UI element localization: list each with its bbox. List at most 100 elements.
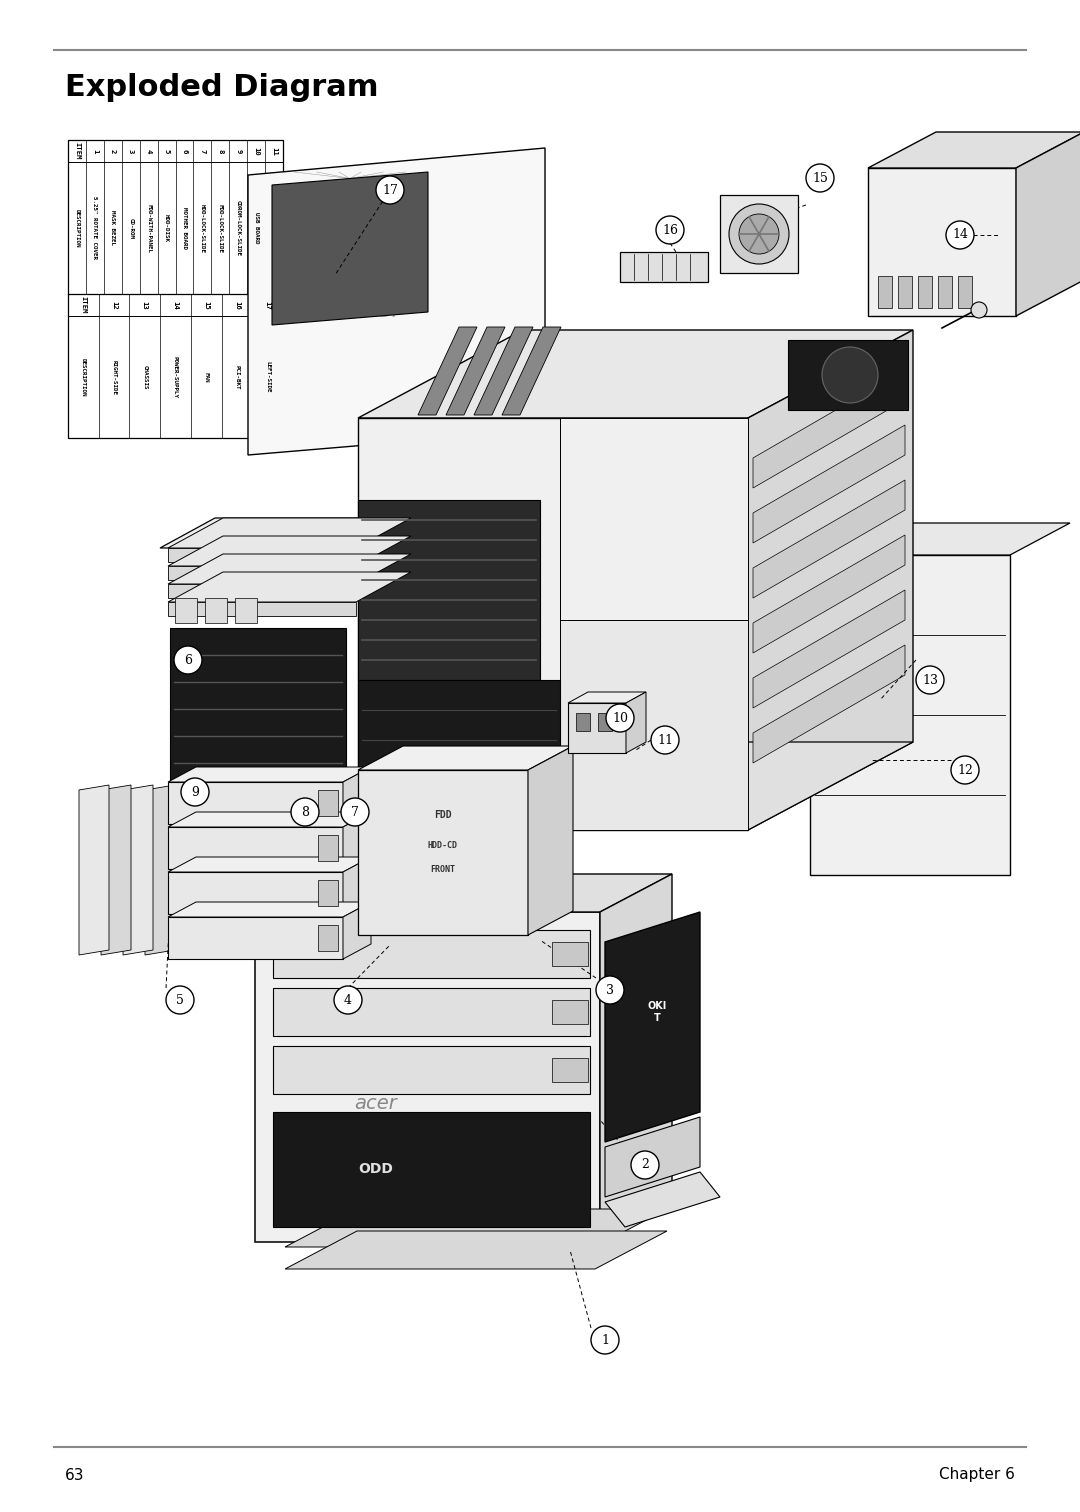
Polygon shape (357, 745, 573, 770)
Circle shape (916, 665, 944, 694)
Polygon shape (561, 417, 748, 620)
Polygon shape (357, 770, 528, 934)
Text: 1: 1 (600, 1334, 609, 1347)
Text: CD-ROM: CD-ROM (129, 218, 133, 239)
Text: 16: 16 (662, 224, 678, 236)
Text: MASK BEZEL: MASK BEZEL (110, 210, 116, 245)
Polygon shape (918, 277, 932, 308)
Text: 2: 2 (642, 1158, 649, 1172)
Text: HDD-LOCK-SLIDE: HDD-LOCK-SLIDE (200, 204, 205, 253)
Polygon shape (273, 1046, 590, 1095)
Polygon shape (255, 912, 600, 1241)
Text: RIGHT-SIDE: RIGHT-SIDE (111, 360, 117, 395)
Text: 5: 5 (176, 993, 184, 1007)
Polygon shape (255, 874, 672, 912)
Text: 15: 15 (203, 301, 210, 310)
Polygon shape (561, 620, 748, 830)
Text: 9: 9 (191, 786, 199, 798)
Text: 9: 9 (235, 148, 241, 153)
Polygon shape (753, 590, 905, 708)
Polygon shape (168, 767, 372, 782)
Polygon shape (357, 742, 913, 830)
Polygon shape (343, 812, 372, 869)
Polygon shape (1016, 132, 1080, 316)
Text: 5: 5 (163, 148, 170, 153)
Polygon shape (318, 789, 338, 816)
Polygon shape (145, 785, 175, 956)
Polygon shape (357, 680, 561, 830)
Polygon shape (318, 925, 338, 951)
Polygon shape (235, 599, 257, 623)
Polygon shape (273, 987, 590, 1036)
Polygon shape (170, 627, 346, 789)
Polygon shape (168, 519, 411, 547)
Text: 14: 14 (173, 301, 178, 310)
Circle shape (806, 163, 834, 192)
Polygon shape (605, 912, 700, 1142)
Polygon shape (273, 1111, 590, 1228)
Polygon shape (897, 277, 912, 308)
Polygon shape (123, 785, 153, 956)
Text: Exploded Diagram: Exploded Diagram (65, 74, 378, 103)
Polygon shape (878, 277, 892, 308)
Text: 3: 3 (606, 983, 615, 996)
Text: POWER-SUPPLY: POWER-SUPPLY (173, 355, 178, 398)
Text: 8: 8 (301, 806, 309, 818)
Circle shape (971, 302, 987, 318)
Circle shape (291, 798, 319, 826)
Polygon shape (552, 1058, 588, 1083)
Polygon shape (418, 327, 477, 414)
Polygon shape (605, 1172, 720, 1228)
Circle shape (591, 1326, 619, 1355)
Text: DESCRIPTION: DESCRIPTION (81, 358, 85, 396)
Polygon shape (600, 874, 672, 1241)
Polygon shape (620, 253, 708, 283)
Polygon shape (318, 835, 338, 860)
Text: 2: 2 (110, 148, 116, 153)
Polygon shape (753, 646, 905, 764)
Text: 4: 4 (146, 148, 151, 153)
Text: 6: 6 (184, 653, 192, 667)
Text: 7: 7 (351, 806, 359, 818)
Polygon shape (79, 785, 109, 956)
Text: ODD: ODD (359, 1163, 393, 1176)
Polygon shape (568, 692, 646, 703)
Text: 8: 8 (217, 148, 224, 153)
Text: FAN: FAN (204, 372, 208, 383)
Polygon shape (753, 425, 905, 543)
Polygon shape (939, 277, 951, 308)
Text: FDD-WITH-PANEL: FDD-WITH-PANEL (146, 204, 151, 253)
Text: MOTHER BOARD: MOTHER BOARD (181, 207, 187, 249)
Text: FDD-LOCK-SLIDE: FDD-LOCK-SLIDE (218, 204, 222, 253)
Polygon shape (168, 584, 356, 599)
Polygon shape (753, 479, 905, 599)
Polygon shape (168, 872, 343, 913)
Text: 13: 13 (141, 301, 148, 310)
Circle shape (341, 798, 369, 826)
Polygon shape (343, 857, 372, 913)
Text: 17: 17 (382, 183, 397, 197)
Circle shape (739, 215, 779, 254)
Polygon shape (626, 692, 646, 753)
Text: 10: 10 (253, 147, 259, 156)
Polygon shape (68, 141, 283, 438)
Circle shape (334, 986, 362, 1015)
Circle shape (946, 221, 974, 249)
Polygon shape (248, 148, 545, 455)
Polygon shape (474, 327, 534, 414)
Text: 4: 4 (345, 993, 352, 1007)
Polygon shape (598, 714, 612, 730)
Polygon shape (568, 703, 626, 753)
Polygon shape (285, 1210, 667, 1247)
Polygon shape (102, 785, 131, 956)
Polygon shape (273, 930, 590, 978)
Polygon shape (168, 565, 356, 581)
Text: 15: 15 (812, 171, 828, 184)
Polygon shape (168, 782, 343, 824)
Polygon shape (205, 599, 227, 623)
Circle shape (376, 175, 404, 204)
Polygon shape (168, 812, 372, 827)
Circle shape (651, 726, 679, 754)
Polygon shape (272, 172, 428, 325)
Text: 11: 11 (271, 147, 278, 156)
